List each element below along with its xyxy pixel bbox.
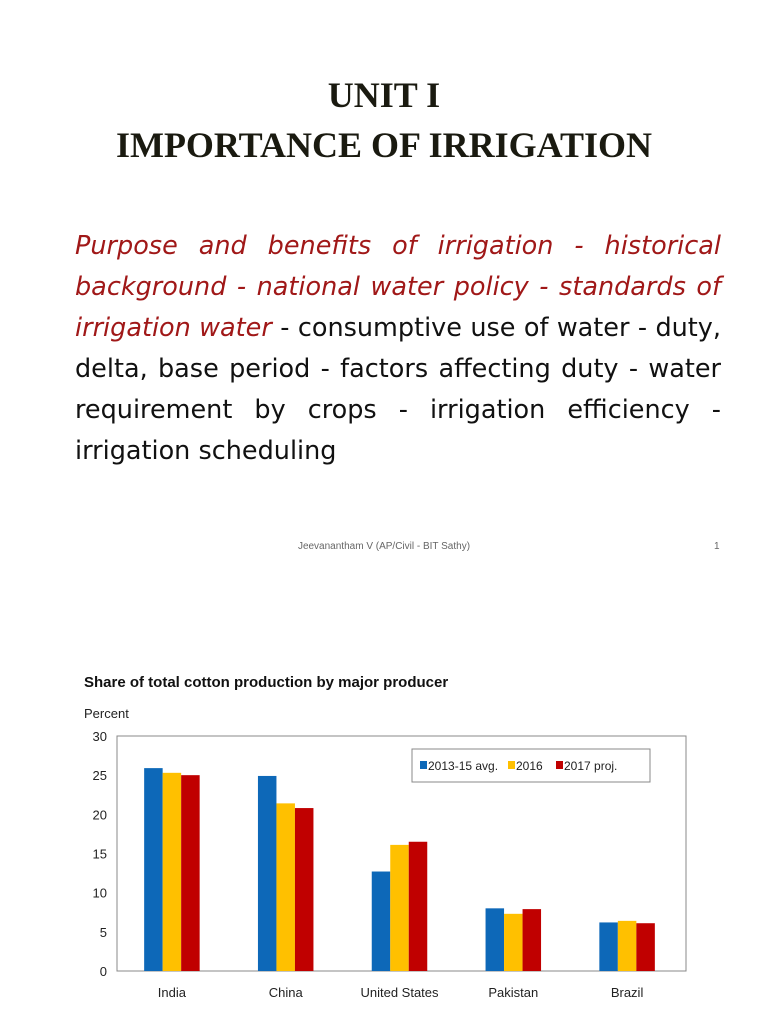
y-tick-label: 10 — [93, 886, 107, 901]
x-tick-label: United States — [360, 985, 439, 1000]
slide-footer: Jeevanantham V (AP/Civil - BIT Sathy) — [297, 541, 471, 552]
legend-label: 2013-15 avg. — [428, 759, 498, 773]
y-tick-label: 0 — [100, 964, 107, 979]
bar-united-states-0 — [371, 871, 391, 971]
bar-brazil-0 — [599, 922, 618, 971]
chart-title: Share of total cotton production by majo… — [84, 674, 448, 691]
slide-1: UNIT I IMPORTANCE OF IRRIGATION Purpose … — [75, 75, 721, 552]
bar-chart: Share of total cotton production by majo… — [84, 674, 687, 1000]
y-tick-label: 5 — [100, 925, 107, 940]
bar-india-0 — [144, 768, 163, 971]
x-tick-label: Brazil — [611, 985, 644, 1000]
y-tick-label: 15 — [93, 847, 107, 862]
x-tick-label: India — [158, 985, 187, 1000]
bar-united-states-2 — [408, 841, 428, 971]
x-tick-label: Pakistan — [488, 985, 538, 1000]
x-tick-label: China — [269, 985, 304, 1000]
body-highlight: Purpose and benefits of irrigation - his… — [75, 231, 721, 343]
bar-pakistan-1 — [504, 913, 523, 971]
y-tick-label: 30 — [93, 729, 107, 744]
bar-brazil-1 — [617, 920, 637, 971]
y-tick-label: 20 — [93, 807, 107, 822]
body-text: - consumptive use of water - duty, delta… — [75, 313, 721, 466]
page-number: 1 — [714, 541, 720, 552]
y-axis-label: Percent — [84, 706, 129, 721]
bar-pakistan-0 — [485, 908, 505, 971]
legend-swatch — [556, 761, 563, 769]
bar-pakistan-2 — [522, 909, 542, 971]
legend — [411, 748, 651, 783]
y-tick-label: 25 — [93, 768, 107, 783]
legend-label: 2017 proj. — [564, 759, 617, 773]
slide-title: IMPORTANCE OF IRRIGATION — [115, 125, 653, 165]
bar-china-1 — [276, 803, 295, 971]
bar-china-2 — [294, 808, 314, 971]
slide-title-unit: UNIT I — [327, 75, 441, 115]
slide-body: Purpose and benefits of irrigation - his… — [75, 226, 721, 472]
bar-brazil-2 — [636, 923, 655, 971]
chart: Share of total cotton production by majo… — [60, 660, 740, 1024]
bar-united-states-1 — [390, 844, 409, 971]
bar-china-0 — [257, 775, 277, 971]
legend-swatch — [420, 761, 427, 769]
legend-label: 2016 — [516, 759, 543, 773]
legend-swatch — [508, 761, 515, 769]
bar-india-1 — [162, 772, 182, 971]
bar-india-2 — [181, 775, 200, 971]
